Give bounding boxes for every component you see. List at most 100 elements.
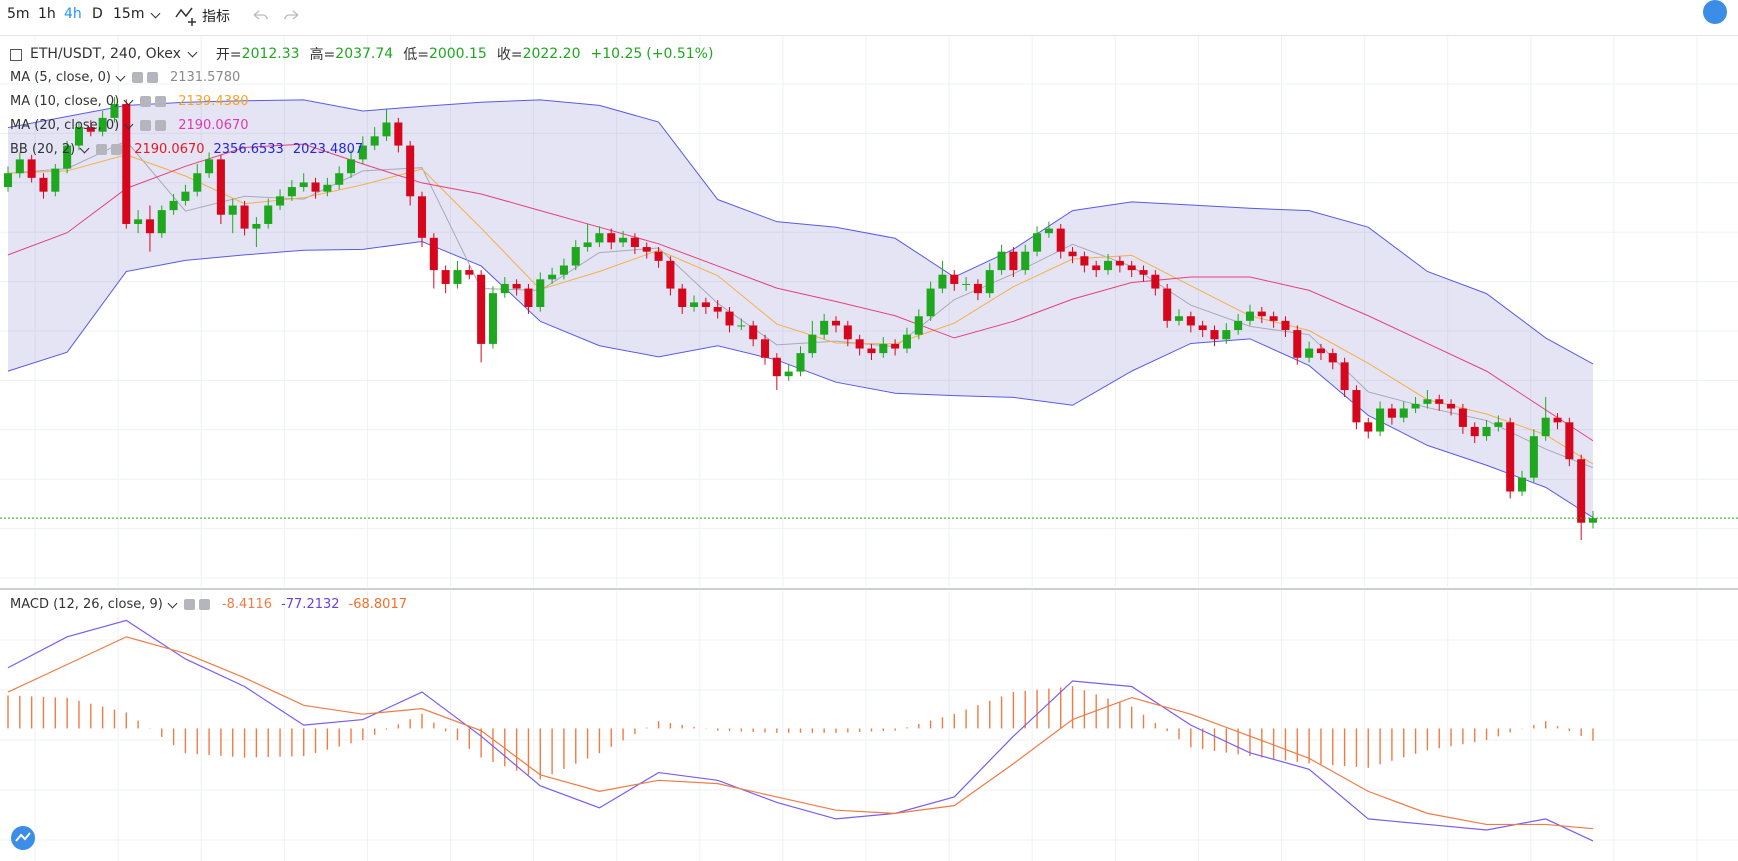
visibility-icon[interactable]: [140, 96, 152, 107]
macd-histogram-bar: [1036, 689, 1038, 729]
candle-body: [252, 223, 261, 229]
ohlc-key: 低=: [403, 47, 429, 63]
macd-histogram-bar: [350, 728, 352, 744]
indicator-legend: BB (20, 2) 2190.0670 2356.6533 2023.4807: [10, 142, 372, 157]
bb-fill: [8, 99, 1593, 518]
candle-body: [1186, 316, 1195, 326]
macd-histogram-bar: [1130, 706, 1133, 729]
macd-histogram-bar: [646, 727, 648, 729]
macd-histogram-bar: [267, 728, 269, 758]
macd-histogram-bar: [752, 728, 754, 732]
dropdown[interactable]: [123, 95, 134, 105]
macd-histogram-bar: [693, 726, 695, 729]
visibility-icon[interactable]: [183, 599, 195, 610]
macd-histogram-bar: [232, 728, 234, 757]
visibility-icon[interactable]: [96, 144, 108, 155]
macd-histogram-bar: [42, 696, 45, 729]
remove-icon[interactable]: [155, 120, 167, 131]
macd-histogram-bar: [740, 728, 743, 732]
visibility-icon[interactable]: [131, 72, 143, 83]
indicator-name: BB (20, 2): [10, 142, 76, 157]
macd-histogram-bar: [373, 728, 376, 735]
macd-histogram-bar: [586, 728, 589, 759]
candle-body: [370, 136, 379, 146]
macd-histogram-bar: [1142, 714, 1145, 729]
symbol-dropdown[interactable]: [187, 47, 198, 58]
candle-body: [1565, 422, 1574, 460]
candle-body: [1352, 390, 1361, 423]
candle-body: [820, 320, 829, 335]
indicators-button[interactable]: 指标: [202, 9, 230, 25]
indicator-legend: MA (10, close, 0) 2139.4380: [10, 94, 258, 109]
user-avatar[interactable]: [1703, 0, 1727, 24]
candle-body: [287, 187, 296, 197]
ma-line: [7, 154, 1594, 465]
remove-icon[interactable]: [155, 96, 167, 107]
candle-body: [1506, 422, 1515, 492]
interval-button[interactable]: D: [92, 6, 103, 22]
candle-body: [63, 145, 72, 169]
macd-histogram-bar: [1367, 728, 1369, 768]
candle-body: [1056, 228, 1065, 252]
macd-histogram-bar: [480, 728, 482, 758]
macd-histogram-bar: [527, 728, 530, 776]
indicator-value: 2356.6533: [213, 142, 284, 157]
dropdown[interactable]: [123, 119, 134, 129]
symbol-legend: ETH/USDT, 240, Okex 开= 2012.33 高= 2037.74 …: [10, 44, 717, 64]
candle-body: [441, 270, 450, 284]
visibility-icon[interactable]: [140, 120, 152, 131]
candle-body: [1139, 270, 1148, 275]
ohlc-key: 高=: [309, 47, 336, 63]
interval-button[interactable]: 15m: [113, 6, 145, 22]
candle-body: [701, 302, 710, 308]
indicator-name: MA (20, close, 0): [10, 118, 120, 133]
macd-histogram-bar: [1225, 728, 1228, 753]
macd-histogram-bar: [1379, 728, 1381, 765]
macd-histogram-bar: [1000, 696, 1003, 729]
candle-body: [1151, 274, 1160, 289]
candle-body: [453, 270, 462, 284]
macd-histogram-bar: [1095, 694, 1097, 729]
macd-histogram-bar: [338, 728, 340, 747]
macd-histogram-bar: [1107, 698, 1109, 729]
interval-button[interactable]: 1h: [38, 6, 56, 22]
collapse-icon[interactable]: [10, 48, 22, 61]
macd-histogram-bar: [433, 722, 435, 729]
candle-body: [1541, 417, 1550, 437]
macd-histogram-bar: [504, 728, 506, 767]
macd-histogram-bar: [1320, 728, 1322, 765]
macd-histogram-bar: [1332, 728, 1334, 766]
remove-icon[interactable]: [146, 72, 158, 83]
macd-histogram-bar: [291, 728, 293, 757]
undo-redo[interactable]: [250, 7, 310, 25]
candle-body: [15, 159, 24, 174]
candle-body: [240, 205, 249, 229]
candle-body: [583, 242, 592, 248]
remove-icon[interactable]: [111, 144, 123, 155]
indicator-value: 2190.0670: [178, 118, 249, 133]
remove-icon[interactable]: [198, 599, 210, 610]
interval-button[interactable]: 4h: [64, 6, 82, 22]
candle-body: [749, 325, 758, 340]
dropdown[interactable]: [167, 598, 178, 608]
logo[interactable]: [10, 825, 36, 851]
indicator-icon[interactable]: [174, 5, 198, 27]
candle-body: [1577, 459, 1586, 523]
interval-button[interactable]: 5m: [7, 6, 30, 22]
dropdown[interactable]: [79, 143, 90, 153]
candle-body: [1482, 426, 1491, 437]
macd-histogram-bar: [1450, 728, 1452, 747]
candle-body: [145, 219, 154, 234]
dropdown[interactable]: [115, 71, 126, 81]
symbol[interactable]: ETH/USDT, 240, Okex: [30, 46, 181, 62]
macd-histogram-bar: [1284, 728, 1287, 761]
macd-histogram-bar: [397, 724, 400, 729]
candle-body: [1174, 316, 1184, 321]
macd-histogram-bar: [894, 728, 896, 731]
candle-body: [1588, 518, 1598, 523]
candle-body: [1376, 408, 1385, 432]
ohlc-value: 2022.20: [522, 46, 581, 62]
macd-histogram-bar: [847, 728, 849, 733]
macd-histogram-bar: [906, 727, 908, 729]
macd-histogram-bar: [409, 719, 411, 729]
